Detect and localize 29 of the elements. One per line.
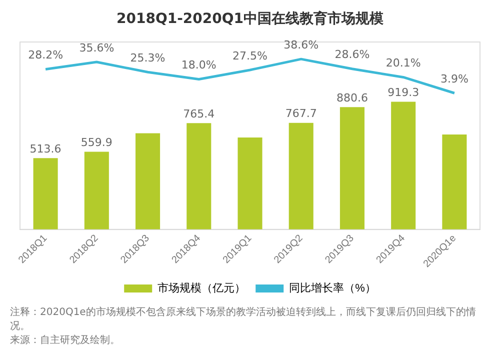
bar bbox=[136, 133, 160, 230]
legend-label: 同比增长率（%） bbox=[289, 282, 376, 295]
bar bbox=[238, 138, 262, 230]
bar bbox=[84, 152, 109, 230]
data-label: 28.2% bbox=[28, 48, 64, 62]
bar bbox=[186, 123, 212, 230]
data-label: 20.1% bbox=[386, 56, 421, 70]
data-label: 35.6% bbox=[79, 41, 114, 54]
bar bbox=[442, 134, 467, 230]
data-label: 559.9 bbox=[80, 136, 112, 150]
data-label: 38.6% bbox=[284, 38, 319, 52]
data-label: 18.0% bbox=[181, 58, 216, 72]
data-label: 28.6% bbox=[334, 48, 370, 62]
data-label: 513.6 bbox=[30, 142, 62, 156]
chart-title: 2018Q1-2020Q1中国在线教育市场规模 bbox=[115, 10, 385, 29]
data-label: 3.9% bbox=[440, 72, 468, 86]
data-label: 767.7 bbox=[285, 107, 317, 120]
data-label: 880.6 bbox=[336, 92, 368, 105]
data-label: 27.5% bbox=[232, 49, 268, 62]
bar bbox=[288, 122, 314, 230]
bar bbox=[33, 158, 58, 230]
data-label: 765.4 bbox=[183, 108, 215, 121]
text: 注释：2020Q1e的市场规模不包含原来线下场景的教学活动被迫转到线上，而线下复课后仍回归线下的情况。 bbox=[10, 306, 477, 334]
data-label: 25.3% bbox=[130, 51, 166, 64]
bar bbox=[391, 102, 416, 230]
source-note: 来源：自主研究及绘制。 bbox=[10, 334, 121, 348]
data-label: 919.3 bbox=[388, 86, 420, 100]
bar bbox=[340, 107, 364, 230]
legend-label: 市场规模（亿元） bbox=[158, 282, 246, 295]
